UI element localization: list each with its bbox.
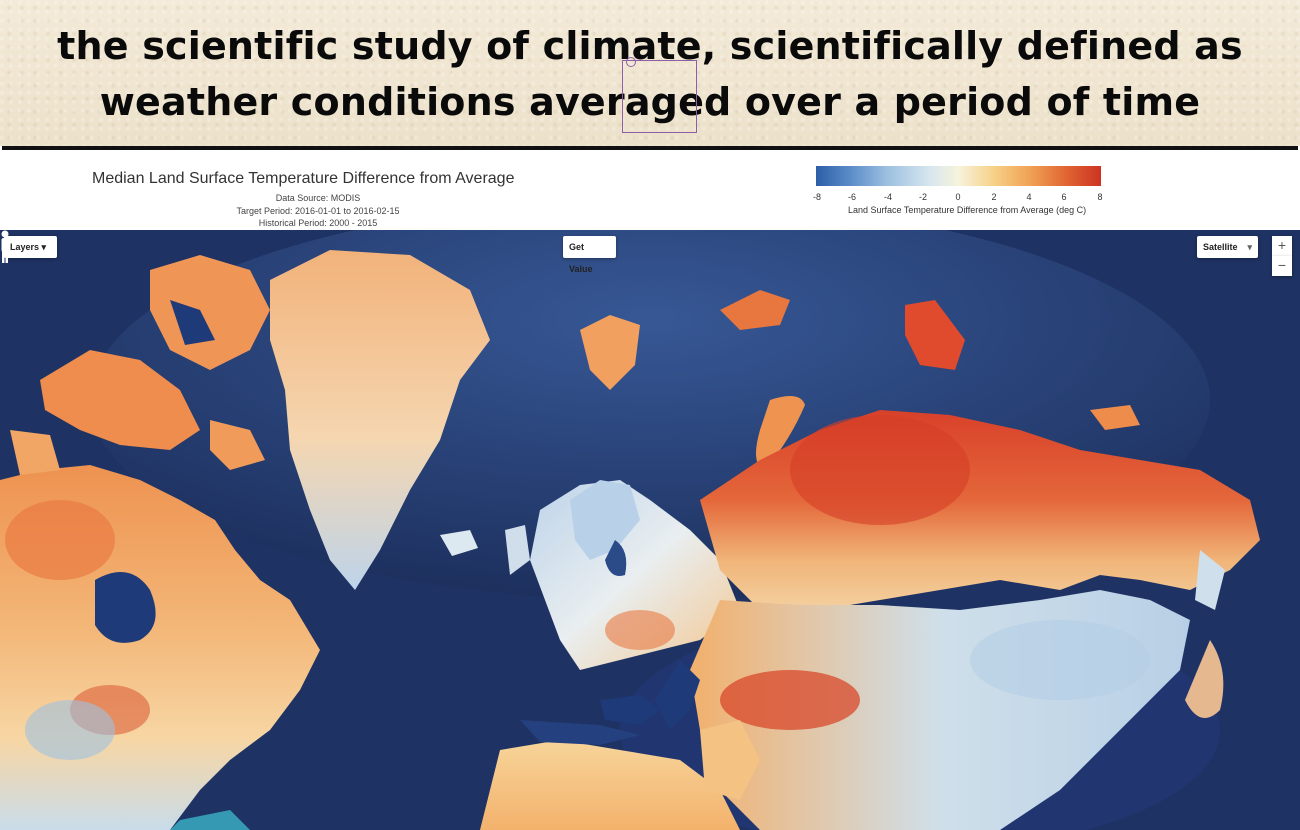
zoom-out-button[interactable]: − [1272, 256, 1292, 276]
colorbar-tick: 0 [955, 192, 961, 202]
target-period-text: Target Period: 2016-01-01 to 2016-02-15 [236, 206, 400, 216]
north-africa [480, 740, 740, 830]
japan [1185, 640, 1224, 718]
colorbar-tick: -4 [883, 192, 893, 202]
scandinavia [570, 480, 640, 560]
map-type-select[interactable]: Satellite ▾ [1197, 236, 1258, 258]
franz-josef-land [720, 290, 790, 330]
warm-anomaly-siberia [790, 415, 970, 525]
layers-button[interactable]: Layers ▾ [4, 236, 57, 258]
zoom-in-button[interactable]: + [1272, 236, 1292, 256]
svalbard [580, 315, 640, 390]
island [10, 430, 60, 475]
severnaya-zemlya [905, 300, 965, 370]
chevron-down-icon: ▾ [1247, 242, 1252, 252]
hudson-bay [95, 572, 156, 643]
warm-anomaly [605, 610, 675, 650]
headline-line-2: weather conditions averaged over a perio… [99, 80, 1201, 124]
divider-rule [2, 146, 1298, 150]
black-sea [600, 695, 660, 725]
novaya-zemlya [756, 396, 805, 470]
colorbar-legend [816, 166, 1101, 186]
colorbar-tick: -8 [812, 192, 822, 202]
baffin-island [210, 420, 265, 470]
cool-anomaly [25, 700, 115, 760]
map-canvas[interactable]: Layers ▾ Get Value Satellite ▾ + − [0, 230, 1300, 830]
warm-anomaly-kazakhstan [720, 670, 860, 730]
rotation-handle[interactable] [626, 57, 636, 67]
cool-anomaly-mongolia [970, 620, 1150, 700]
street-view-pegman-icon[interactable] [0, 230, 10, 264]
get-value-button[interactable]: Get Value [563, 236, 616, 274]
chevron-down-icon: ▾ [41, 242, 47, 252]
historical-period-text: Historical Period: 2000 - 2015 [258, 218, 378, 228]
arabia [700, 720, 760, 800]
caribbean-shallows [170, 810, 250, 830]
greenland [270, 250, 490, 590]
colorbar-tick: -2 [918, 192, 928, 202]
fjord [170, 300, 215, 345]
colorbar-tick: 6 [1061, 192, 1067, 202]
temperature-anomaly-map [0, 230, 1300, 830]
map-type-label: Satellite [1203, 242, 1238, 252]
iceland [440, 530, 478, 556]
data-source-text: Data Source: MODIS [275, 193, 361, 203]
slide-banner: the scientific study of climate, scienti… [0, 0, 1300, 146]
colorbar-tick: 4 [1026, 192, 1032, 202]
warm-anomaly [5, 500, 115, 580]
arctic-islands [40, 350, 200, 450]
colorbar-tick: 8 [1097, 192, 1103, 202]
map-title: Median Land Surface Temperature Differen… [92, 170, 515, 187]
caspian-sea [655, 660, 700, 730]
british-isles [505, 525, 530, 575]
colorbar-label: Land Surface Temperature Difference from… [848, 205, 1087, 215]
sakhalin [1195, 550, 1225, 610]
ellesmere-island [150, 255, 270, 370]
new-siberian-islands [1090, 405, 1140, 430]
mediterranean-sea [520, 720, 640, 745]
colorbar-tick: 2 [991, 192, 997, 202]
baltic-sea [605, 540, 627, 576]
layers-label: Layers [10, 242, 40, 252]
selection-box[interactable] [622, 60, 697, 133]
colorbar-tick: -6 [847, 192, 857, 202]
map-header: Median Land Surface Temperature Differen… [0, 156, 1300, 230]
